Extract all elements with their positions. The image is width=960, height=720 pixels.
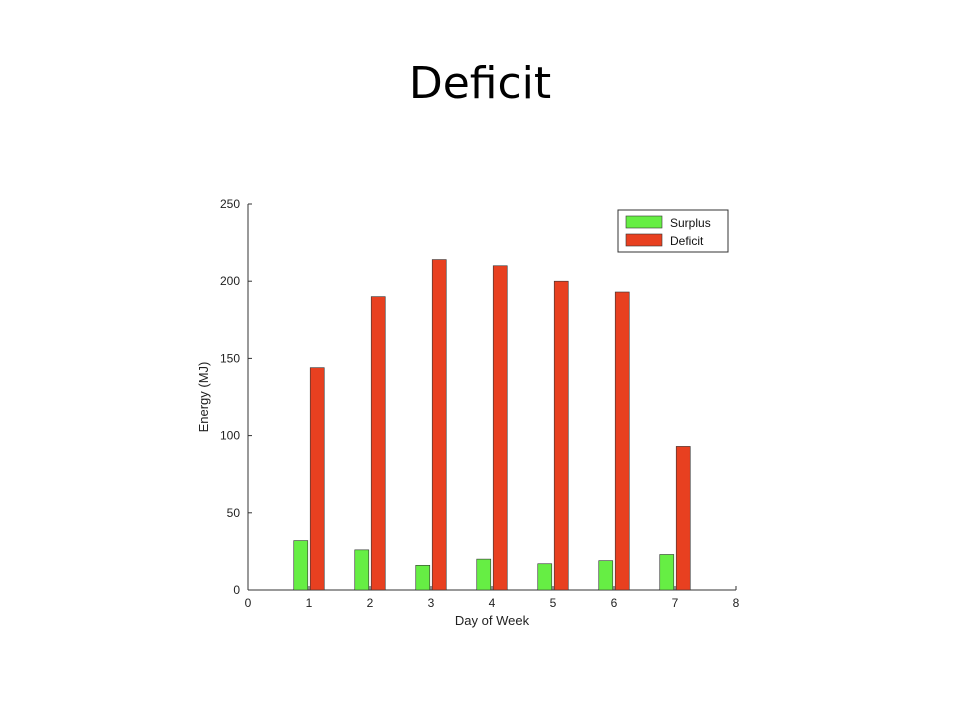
x-tick-label: 8: [733, 596, 740, 610]
bar-deficit-1: [309, 367, 325, 591]
y-tick-label: 200: [220, 274, 240, 288]
bar-surplus-7: [659, 554, 675, 591]
x-tick-label: 6: [611, 596, 618, 610]
bar-surplus-6: [598, 560, 614, 591]
x-tick-label: 4: [489, 596, 496, 610]
x-tick-label: 2: [367, 596, 374, 610]
y-tick-label: 50: [227, 506, 241, 520]
x-tick-label: 1: [306, 596, 313, 610]
bar-surplus-1: [293, 540, 309, 591]
x-tick-label: 7: [672, 596, 679, 610]
bar-surplus-5: [537, 563, 553, 591]
chart-axis-labels: Day of Week Energy (MJ): [196, 362, 530, 628]
bar-surplus-4: [476, 558, 492, 591]
y-tick-label: 250: [220, 197, 240, 211]
legend-label-surplus: Surplus: [670, 216, 711, 230]
legend-swatch-deficit: [625, 233, 663, 247]
chart-legend: Surplus Deficit: [617, 209, 729, 253]
x-tick-label: 5: [550, 596, 557, 610]
x-tick-label: 0: [245, 596, 252, 610]
y-tick-label: 100: [220, 429, 240, 443]
bar-deficit-7: [675, 446, 691, 591]
bar-surplus-2: [354, 549, 370, 591]
bar-deficit-3: [431, 259, 447, 591]
x-axis-label: Day of Week: [455, 613, 530, 628]
bar-deficit-5: [553, 280, 569, 591]
y-axis-label: Energy (MJ): [196, 362, 211, 433]
bar-deficit-2: [370, 296, 386, 591]
chart-ticks: 0 50 100 150 200 250 0 1 2 3 4 5 6 7 8: [220, 197, 740, 610]
bar-deficit-6: [614, 291, 630, 591]
y-tick-label: 150: [220, 351, 240, 365]
legend-swatch-surplus: [625, 215, 663, 229]
chart-bars: [293, 259, 691, 591]
slide-title: Deficit: [408, 58, 552, 109]
bar-deficit-4: [492, 265, 508, 591]
legend-label-deficit: Deficit: [670, 234, 704, 248]
y-tick-label: 0: [233, 583, 240, 597]
bar-surplus-3: [415, 564, 431, 591]
x-tick-label: 3: [428, 596, 435, 610]
